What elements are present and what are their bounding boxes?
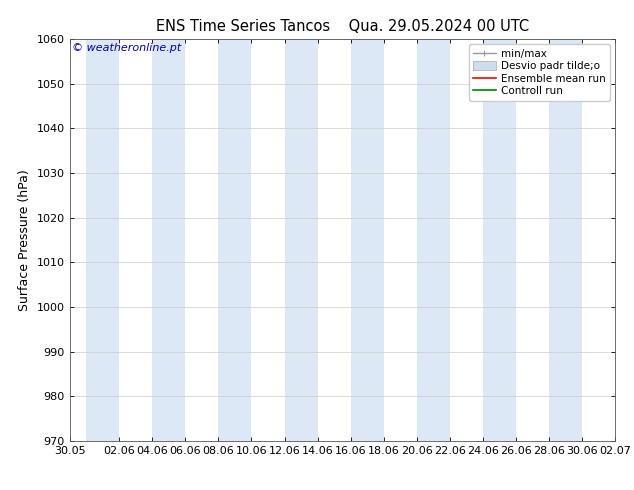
Title: ENS Time Series Tancos    Qua. 29.05.2024 00 UTC: ENS Time Series Tancos Qua. 29.05.2024 0… bbox=[156, 19, 529, 34]
Bar bbox=[219, 39, 252, 441]
Y-axis label: Surface Pressure (hPa): Surface Pressure (hPa) bbox=[18, 169, 31, 311]
Text: © weatheronline.pt: © weatheronline.pt bbox=[72, 43, 182, 53]
Bar bbox=[549, 39, 582, 441]
Bar bbox=[285, 39, 318, 441]
Bar bbox=[152, 39, 185, 441]
Legend: min/max, Desvio padr tilde;o, Ensemble mean run, Controll run: min/max, Desvio padr tilde;o, Ensemble m… bbox=[469, 45, 610, 100]
Bar bbox=[351, 39, 384, 441]
Bar bbox=[86, 39, 119, 441]
Bar bbox=[483, 39, 516, 441]
Bar bbox=[417, 39, 450, 441]
